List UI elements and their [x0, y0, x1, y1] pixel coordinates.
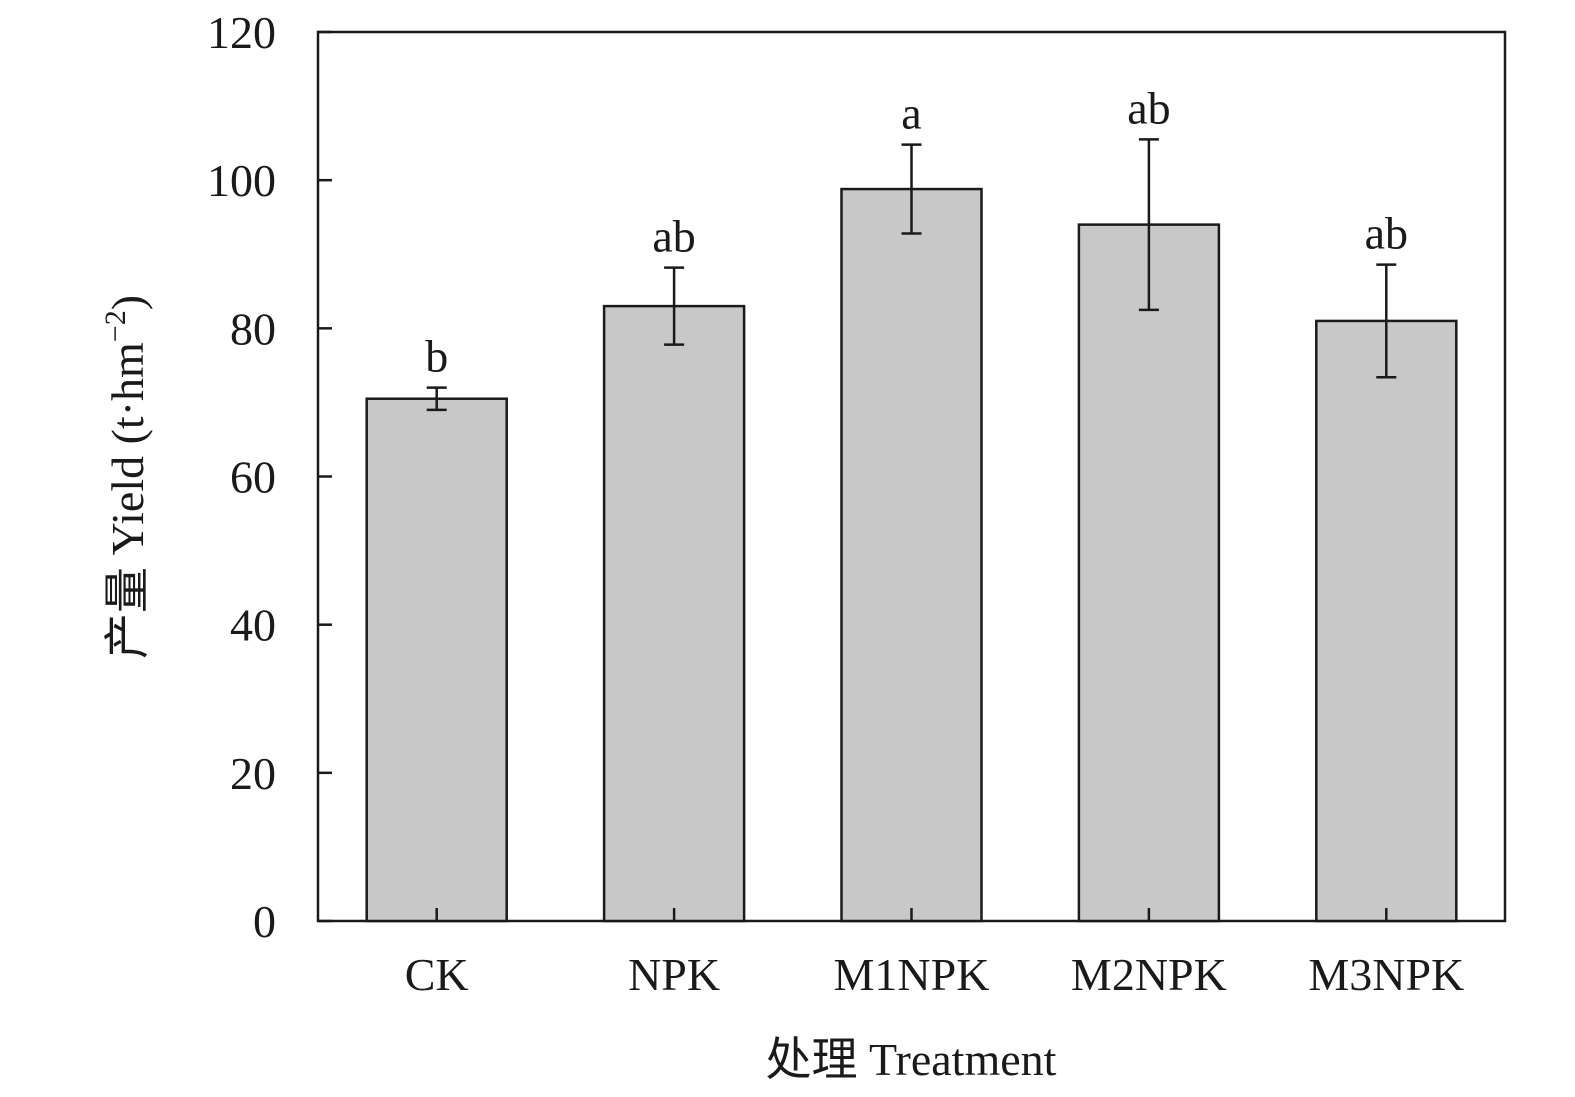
bar: [1315, 319, 1458, 923]
y-tick-label: 120: [207, 7, 276, 58]
bar: [602, 304, 746, 923]
significance-label: ab: [652, 211, 695, 262]
bar: [840, 187, 983, 923]
significance-label: ab: [1127, 82, 1170, 133]
bar: [1077, 223, 1221, 923]
bars-group: [365, 187, 1458, 923]
x-tick-label: M1NPK: [834, 949, 990, 1000]
y-tick-label: 80: [230, 303, 276, 354]
significance-label: ab: [1365, 208, 1408, 259]
y-axis-title-superscript: −2: [99, 310, 132, 342]
y-axis-title: 产量 Yield (t·hm−2): [99, 295, 153, 659]
y-tick-label: 60: [230, 452, 276, 503]
significance-label: b: [425, 331, 448, 382]
x-tick-label: CK: [405, 949, 469, 1000]
x-axis-ticks: [435, 908, 1388, 921]
x-tick-label: M3NPK: [1308, 949, 1464, 1000]
y-axis-title-close: ): [102, 295, 153, 310]
y-tick-label: 40: [230, 600, 276, 651]
y-tick-label: 20: [230, 748, 276, 799]
y-axis-ticks: 0 20 40 60 80 100 120: [207, 7, 332, 947]
error-bars-group: [426, 138, 1397, 412]
bar: [365, 397, 508, 923]
significance-label: a: [901, 88, 921, 139]
x-tick-label: M2NPK: [1071, 949, 1227, 1000]
labels-group: CK b NPK ab M1NPK a M2NPK ab M3NPK ab: [405, 82, 1465, 1000]
y-tick-label: 0: [253, 896, 276, 947]
y-tick-label: 100: [207, 155, 276, 206]
y-axis-title-main: 产量 Yield (t·hm: [102, 342, 153, 659]
x-axis-title: 处理 Treatment: [766, 1034, 1057, 1085]
x-tick-label: NPK: [628, 949, 720, 1000]
